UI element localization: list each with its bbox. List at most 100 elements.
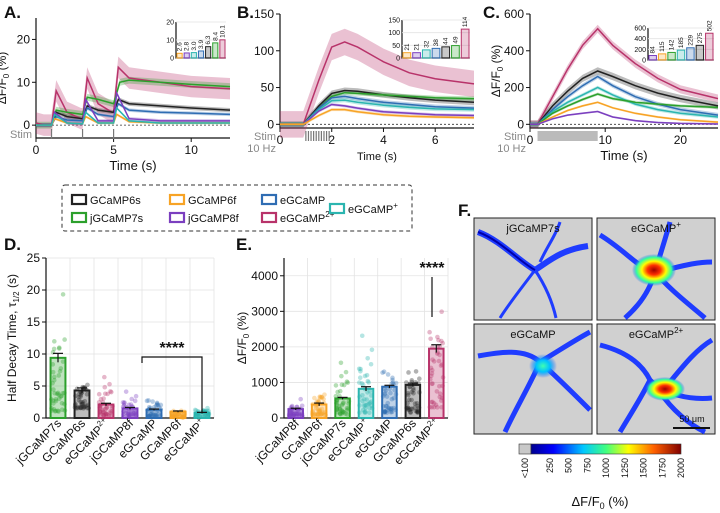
data-point [428,377,433,382]
data-point [315,407,321,412]
data-point [318,412,323,418]
data-point [388,406,393,412]
data-point [431,359,437,364]
data-point [382,386,388,392]
data-point [362,409,367,415]
data-point [153,413,158,419]
data-point [296,411,302,417]
data-point [343,411,348,416]
data-point [391,395,397,401]
data-point [78,392,84,398]
data-point [178,414,184,420]
y-axis-label: ΔF/F0 (%) [235,312,251,364]
data-point [288,409,293,415]
data-point [429,367,435,373]
data-point [287,413,292,419]
panel-b-label: B. [237,3,254,22]
data-point [180,414,186,419]
data-point [104,411,109,417]
data-point [148,411,154,417]
inset-bar-egcamp [686,47,695,61]
data-point [152,412,158,418]
data-point [404,405,409,411]
y-axis-label: ΔF/F0 (%) [0,52,11,104]
data-point [149,414,154,420]
significance-bracket [141,356,203,412]
data-point [144,398,150,404]
data-point [334,397,339,403]
data-point [56,346,62,351]
inset-bar-label: 38 [433,39,440,47]
data-point [315,398,320,404]
data-point [126,402,132,408]
y-tick-label: 3000 [251,304,278,318]
data-point [50,398,56,403]
inset-bar-label: 44 [443,37,450,45]
data-point [182,409,187,415]
data-point [362,403,367,409]
data-point [53,398,59,404]
data-point [366,380,371,385]
y-axis-label: Half Decay Time, τ1/2 (s) [5,274,21,402]
stim-label: Stim [10,129,32,141]
data-point [97,405,102,410]
data-point [360,392,365,398]
data-point [318,411,324,416]
data-point [369,347,375,353]
inset-bar-egcamp2plus [460,28,470,59]
data-point [104,412,110,417]
colorbar-tick-label: 750 [582,458,592,473]
inset-bar-label: 115 [659,41,666,52]
stim-rate-label: 10 Hz [497,143,526,155]
colorbar-tick-label: 1000 [601,458,611,478]
data-point [195,412,200,417]
data-point [312,411,318,417]
data-point [205,414,210,420]
data-point [127,412,132,418]
data-point [337,406,343,412]
colorbar-tick-label: <100 [520,458,530,478]
inset-y-tick-label: 150 [388,18,400,25]
y-tick-label: 15 [27,315,41,329]
inset-bar-gcamp6s [205,46,212,59]
data-point [52,339,57,344]
data-point [195,414,200,420]
data-point [359,381,365,386]
data-point [206,412,211,418]
data-point [363,409,368,415]
data-point [362,402,367,407]
data-point [364,397,369,402]
data-point [339,402,345,408]
data-point [337,388,343,394]
data-point [84,391,90,397]
data-point [429,371,435,376]
data-point [149,413,155,419]
image-egcamp: eGCaMP [473,323,593,435]
data-point [173,415,179,420]
y-tick-label: 100 [254,44,274,58]
data-point [121,412,126,417]
legend-swatch-gcamp6s [70,193,88,206]
y-tick-label: 0 [33,411,40,425]
data-point [415,409,421,414]
y-tick-label: 20 [17,32,31,46]
data-point [126,414,131,419]
data-point [380,370,385,375]
data-point [122,400,127,405]
data-point [362,373,368,379]
legend-box [61,184,413,232]
data-point [62,390,67,396]
data-point [132,398,138,404]
x-tick-label: 0 [33,143,40,157]
data-point [357,403,362,408]
data-point [428,336,433,342]
data-point [73,393,78,399]
data-point [176,411,181,417]
data-point [346,401,351,406]
data-point [411,385,416,391]
data-point [126,411,131,417]
data-point [409,406,415,412]
x-tick-label: 20 [674,133,688,147]
x-axis-label: Time (s) [357,151,397,163]
inset-bar-gcamp6s [695,44,705,61]
